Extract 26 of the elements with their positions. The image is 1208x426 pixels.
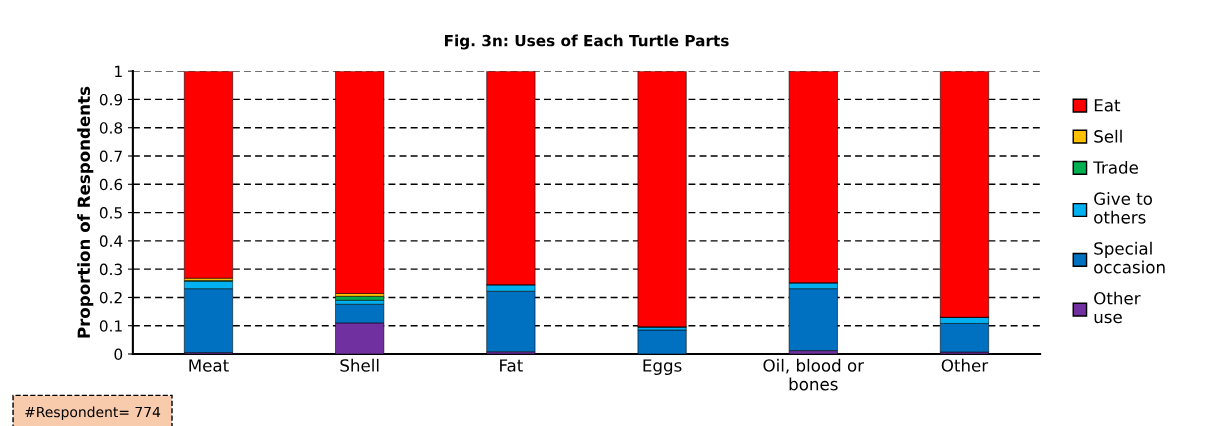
x-tick-label: Other [941,358,989,372]
y-tick-label: 0 [114,348,123,361]
y-tick-label: 0.9 [99,93,123,106]
y-tick-label: 0.8 [99,122,123,134]
legend-label: Eat [1094,99,1121,112]
x-tick-label: Oil, blood or bones [763,358,865,391]
legend-label: Other use [1094,291,1141,324]
y-tick-label: 1 [115,65,122,77]
y-tick-label: 0.7 [99,150,122,163]
x-tick-label: Fat [500,359,523,372]
y-tick-label: 0.5 [99,207,122,219]
y-tick-label: 0.2 [99,291,122,304]
y-axis-title: Proportion of Respondents [77,86,94,338]
x-tick-label: Eggs [643,359,682,375]
y-tick-label: 0.3 [99,263,122,276]
y-tick-label: 0.1 [99,320,122,332]
y-tick-label: 0.6 [99,178,123,191]
x-tick-label: Shell [340,358,379,372]
legend-label: Special occasion [1094,241,1165,274]
chart-title: Fig. 3n: Uses of Each Turtle Parts [444,34,729,50]
y-tick-label: 0.4 [99,235,123,247]
legend-label: Sell [1094,129,1122,143]
legend-label: Trade [1093,160,1138,174]
x-tick-label: Meat [189,359,229,372]
legend-label: Give to others [1094,192,1153,224]
text: #Respondent= 774 [25,406,161,420]
